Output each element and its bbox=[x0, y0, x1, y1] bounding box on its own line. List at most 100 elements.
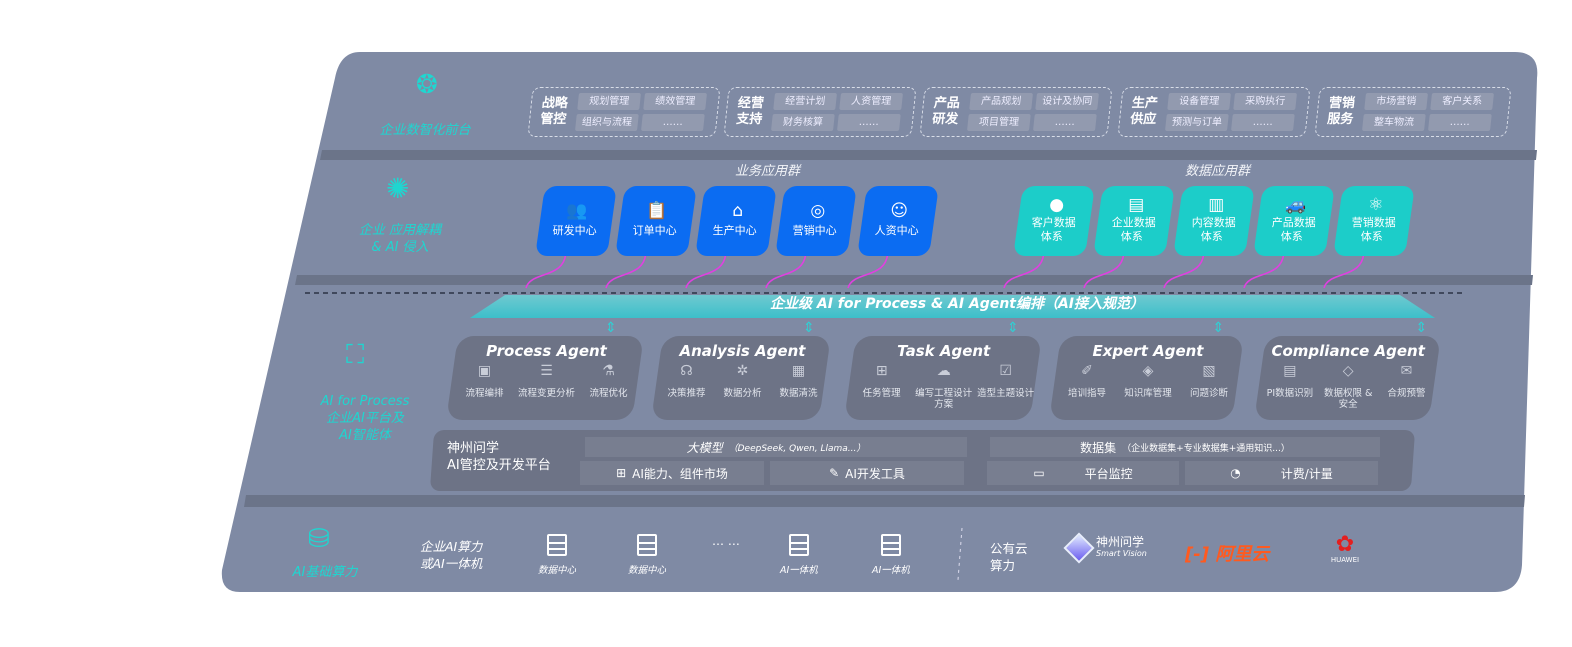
group-item[interactable]: 经营计划 bbox=[773, 93, 837, 110]
agent-feature[interactable]: ⊞ 任务管理 bbox=[852, 363, 912, 410]
front-group: 战略管控 规划管理 绩效管理 组织与流程…… bbox=[527, 87, 721, 137]
connector-arrow bbox=[1163, 249, 1205, 289]
enterprise-compute-line2: 或AI一体机 bbox=[420, 556, 483, 571]
group-item[interactable]: 预测与订单 bbox=[1165, 114, 1229, 131]
data-app-card[interactable]: ▥ 内容数据 体系 bbox=[1173, 186, 1255, 256]
agent-feature[interactable]: ✉ 合规预警 bbox=[1377, 363, 1435, 410]
group-item[interactable]: …… bbox=[837, 114, 901, 131]
dataset-note: （企业数据集+专业数据集+通用知识...） bbox=[1122, 443, 1290, 454]
factory-icon: ⌂ bbox=[731, 201, 743, 221]
server-node: AI一体机 bbox=[872, 534, 910, 576]
data-app-card[interactable]: ▤ 企业数据 体系 bbox=[1093, 186, 1175, 256]
data-app-card[interactable]: ⚛ 营销数据 体系 bbox=[1333, 186, 1415, 256]
group-item[interactable]: 设备管理 bbox=[1167, 93, 1231, 110]
agent-card[interactable]: Analysis Agent ☊ 决策推荐 ✲ 数据分析 ▦ 数据清洗 bbox=[651, 336, 831, 420]
down-arrow-icon: ⇕ bbox=[1212, 320, 1225, 336]
agent-feature[interactable]: ☊ 决策推荐 bbox=[658, 363, 714, 399]
server-label: 数据中心 bbox=[538, 565, 577, 576]
agent-feature[interactable]: ▦ 数据清洗 bbox=[770, 363, 826, 399]
gauge-icon: ◔ bbox=[1230, 466, 1241, 480]
group-items: 设备管理 采购执行 预测与订单…… bbox=[1165, 93, 1297, 131]
down-arrow-icon: ⇕ bbox=[803, 320, 815, 336]
agent-feature[interactable]: ☁ 编写工程设计方案 bbox=[914, 363, 974, 410]
agent-feature[interactable]: ◇ 数据权限 & 安全 bbox=[1319, 363, 1377, 410]
agent-feature[interactable]: ▣ 流程编排 bbox=[454, 363, 514, 399]
component-market[interactable]: ⊞ AI能力、组件市场 bbox=[580, 461, 764, 485]
data-app-card[interactable]: 🚙 产品数据 体系 bbox=[1253, 186, 1335, 256]
feature-icon: ✐ bbox=[1081, 363, 1093, 379]
group-title: 产品研发 bbox=[931, 96, 961, 127]
platform-title-line2: AI管控及开发平台 bbox=[447, 458, 551, 473]
agent-feature[interactable]: ▤ PI数据识别 bbox=[1261, 363, 1319, 410]
agent-card[interactable]: Task Agent ⊞ 任务管理 ☁ 编写工程设计方案 ☑ 造型主题设计 bbox=[844, 336, 1042, 420]
data-app-card[interactable]: ● 客户数据 体系 bbox=[1013, 186, 1095, 256]
agent-feature[interactable]: ✐ 培训指导 bbox=[1057, 363, 1117, 399]
platform-monitor-label: 平台监控 bbox=[1084, 466, 1133, 481]
group-item[interactable]: 产品规划 bbox=[969, 93, 1033, 110]
agent-feature[interactable]: ▧ 问题诊断 bbox=[1179, 363, 1239, 399]
business-app-card[interactable]: ☺ 人资中心 bbox=[857, 186, 939, 256]
agent-feature[interactable]: ◈ 知识库管理 bbox=[1118, 363, 1178, 399]
agent-feature[interactable]: ☰ 流程变更分析 bbox=[516, 363, 576, 399]
dev-tools[interactable]: ✎ AI开发工具 bbox=[770, 461, 964, 485]
agent-content: Expert Agent ✐ 培训指导 ◈ 知识库管理 ▧ 问题诊断 bbox=[1056, 336, 1239, 399]
business-app-label: 研发中心 bbox=[552, 224, 597, 237]
platform-monitor[interactable]: ▭ 平台监控 bbox=[987, 461, 1179, 485]
group-item[interactable]: 市场营销 bbox=[1364, 93, 1428, 110]
feature-label: 造型主题设计 bbox=[977, 388, 1035, 399]
data-app-label-line2: 体系 bbox=[1360, 230, 1383, 243]
group-item[interactable]: 客户关系 bbox=[1430, 93, 1494, 110]
car-icon: 🚙 bbox=[1285, 195, 1307, 215]
business-app-card[interactable]: 👥 研发中心 bbox=[535, 186, 617, 256]
connector-arrow bbox=[1003, 249, 1045, 289]
group-item[interactable]: 财务核算 bbox=[771, 114, 835, 131]
agent-feature[interactable]: ⚗ 流程优化 bbox=[578, 363, 638, 399]
ai-label-line1: AI for Process bbox=[320, 394, 410, 409]
group-item[interactable]: …… bbox=[1033, 114, 1097, 131]
group-item[interactable]: 绩效管理 bbox=[643, 93, 707, 110]
group-title: 生产供应 bbox=[1129, 96, 1159, 127]
group-item[interactable]: 组织与流程 bbox=[575, 114, 639, 131]
connector-arrow bbox=[1243, 249, 1285, 289]
group-item[interactable]: …… bbox=[1428, 114, 1492, 131]
business-app-card[interactable]: ⌂ 生产中心 bbox=[695, 186, 777, 256]
feature-label: 数据清洗 bbox=[779, 388, 818, 399]
group-item[interactable]: 采购执行 bbox=[1233, 93, 1297, 110]
business-app-card[interactable]: ◎ 营销中心 bbox=[775, 186, 857, 256]
agent-card[interactable]: Compliance Agent ▤ PI数据识别 ◇ 数据权限 & 安全 ✉ 合规预警 bbox=[1254, 336, 1441, 420]
feature-label: 数据分析 bbox=[723, 388, 762, 399]
ai-orchestration-banner: 企业级 AI for Process & AI Agent编排（AI接入规范） bbox=[770, 296, 1145, 312]
model-bar: 大模型 （DeepSeek, Qwen, Llama...） bbox=[585, 437, 967, 457]
agent-name: Task Agent bbox=[897, 342, 991, 360]
feature-label: 决策推荐 bbox=[667, 388, 706, 399]
billing[interactable]: ◔ 计费/计量 bbox=[1185, 461, 1378, 485]
public-cloud-line1: 公有云 bbox=[990, 541, 1028, 556]
agent-feature[interactable]: ✲ 数据分析 bbox=[714, 363, 770, 399]
agent-name: Expert Agent bbox=[1092, 342, 1204, 360]
agent-feature[interactable]: ☑ 造型主题设计 bbox=[976, 363, 1036, 410]
shenzhou-name: 神州问学 bbox=[1096, 535, 1145, 549]
agent-features: ▣ 流程编排 ☰ 流程变更分析 ⚗ 流程优化 bbox=[453, 363, 639, 399]
down-arrow-icon: ⇕ bbox=[1007, 320, 1019, 336]
group-item[interactable]: 整车物流 bbox=[1362, 114, 1426, 131]
agent-features: ▤ PI数据识别 ◇ 数据权限 & 安全 ✉ 合规预警 bbox=[1261, 363, 1436, 410]
agent-content: Analysis Agent ☊ 决策推荐 ✲ 数据分析 ▦ 数据清洗 bbox=[658, 336, 826, 399]
group-item[interactable]: 人资管理 bbox=[839, 93, 903, 110]
enterprise-compute: 企业AI算力 或AI一体机 bbox=[420, 538, 482, 572]
huawei-logo: ✿ HUAWEI bbox=[1325, 534, 1365, 565]
group-item[interactable]: …… bbox=[641, 114, 705, 131]
group-item[interactable]: …… bbox=[1231, 114, 1295, 131]
server-icon bbox=[637, 534, 657, 556]
group-item[interactable]: 设计及协同 bbox=[1035, 93, 1099, 110]
group-item[interactable]: 项目管理 bbox=[967, 114, 1031, 131]
business-app-card[interactable]: 📋 订单中心 bbox=[615, 186, 697, 256]
face-scan-icon: ⛶ bbox=[346, 340, 365, 370]
agent-card[interactable]: Expert Agent ✐ 培训指导 ◈ 知识库管理 ▧ 问题诊断 bbox=[1049, 336, 1244, 420]
aliyun-name: 阿里云 bbox=[1215, 544, 1270, 565]
feature-icon: ✉ bbox=[1400, 363, 1413, 379]
agent-card[interactable]: Process Agent ▣ 流程编排 ☰ 流程变更分析 ⚗ 流程优化 bbox=[446, 336, 644, 420]
group-item[interactable]: 规划管理 bbox=[577, 93, 641, 110]
feature-icon: ✲ bbox=[736, 363, 749, 379]
server-label: AI一体机 bbox=[872, 565, 910, 576]
brain-icon: ❂ bbox=[416, 70, 438, 100]
